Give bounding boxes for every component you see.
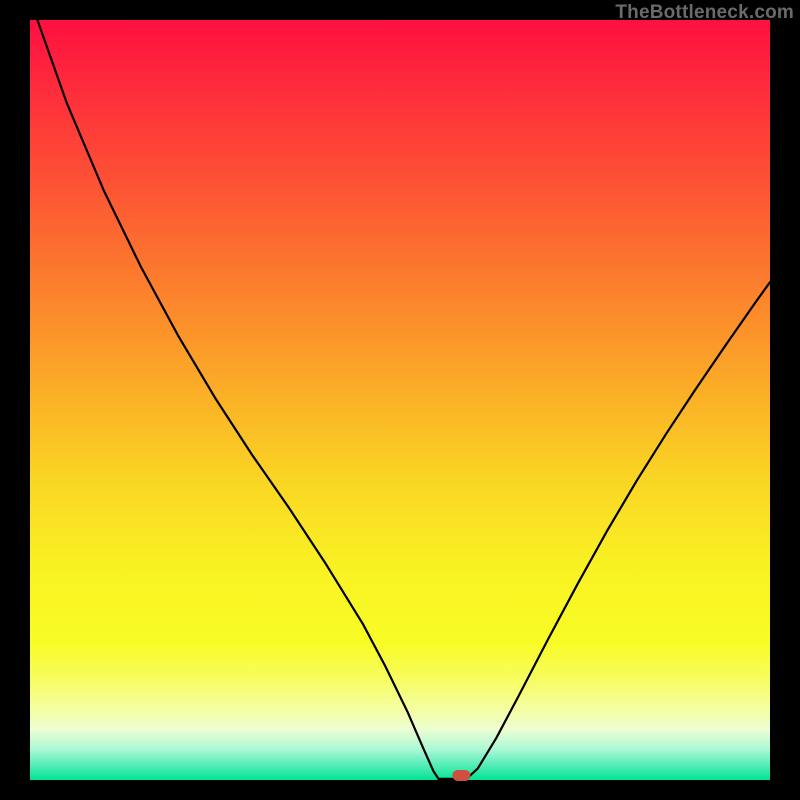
frame-left xyxy=(0,0,30,800)
chart-container: TheBottleneck.com xyxy=(0,0,800,800)
optimum-marker xyxy=(452,770,470,781)
plot-background xyxy=(30,20,770,780)
frame-bottom xyxy=(0,780,800,800)
frame-right xyxy=(770,0,800,800)
watermark-text: TheBottleneck.com xyxy=(615,2,794,24)
bottleneck-chart xyxy=(0,0,800,800)
